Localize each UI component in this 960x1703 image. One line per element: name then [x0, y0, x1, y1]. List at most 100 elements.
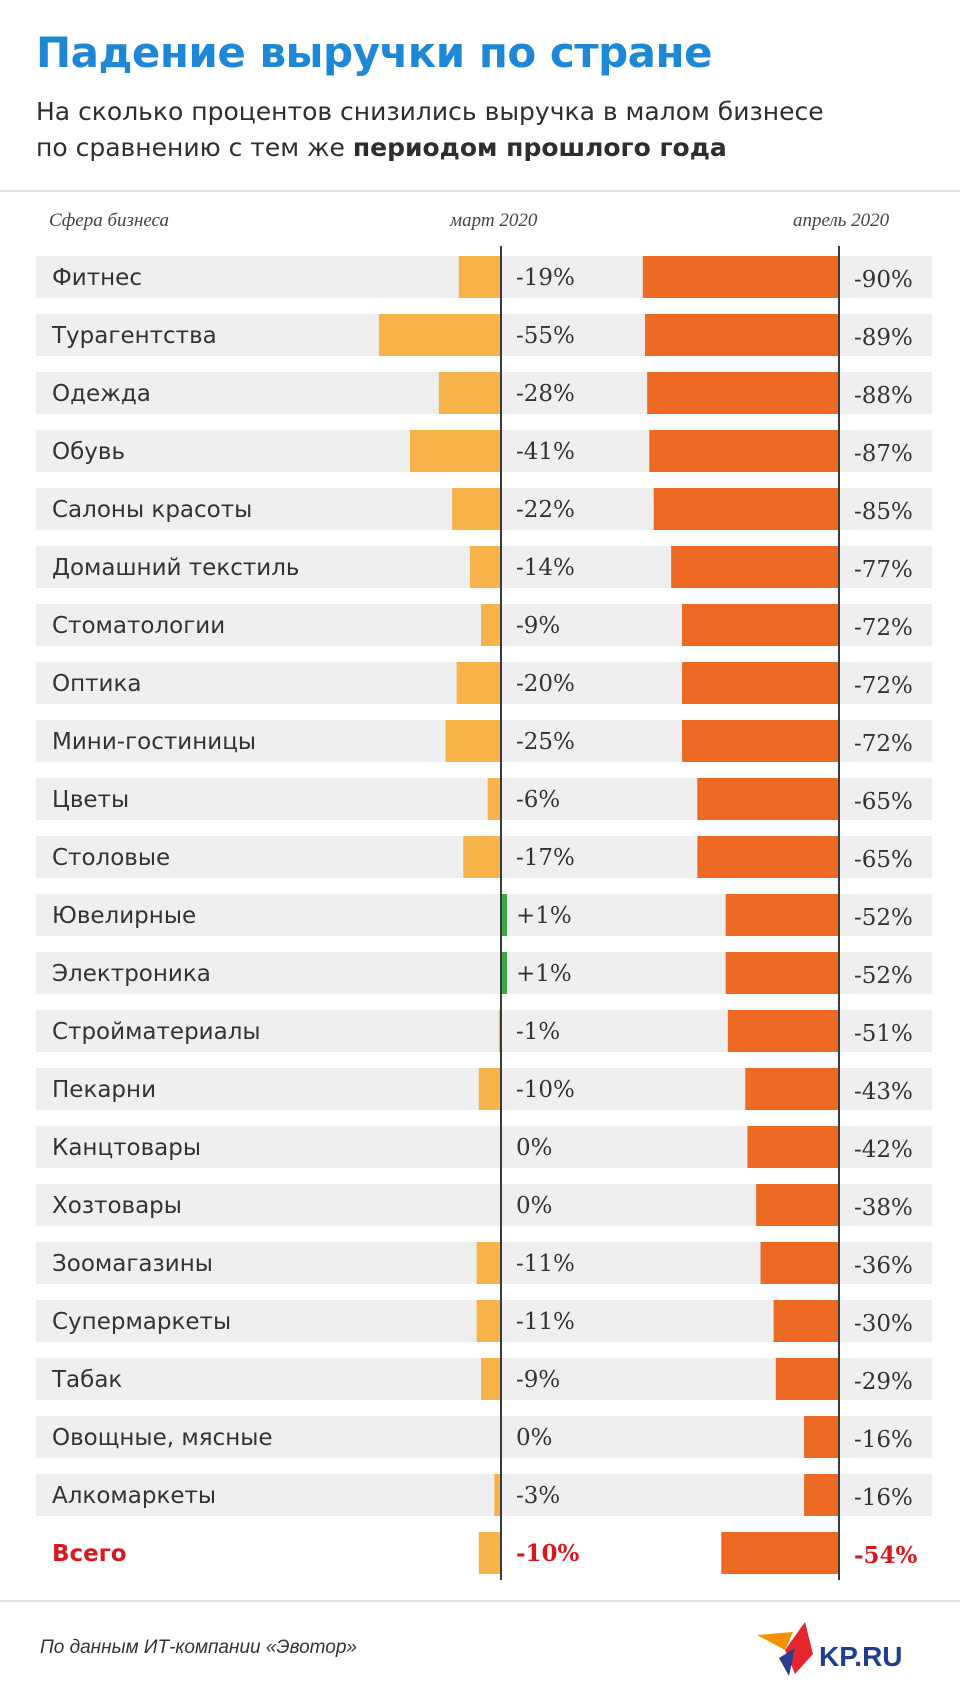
march-bar-positive: [501, 894, 507, 936]
category-label: Оптика: [52, 671, 141, 697]
march-value-label: -17%: [516, 845, 575, 871]
april-value-label: -36%: [854, 1253, 913, 1279]
march-bar: [481, 1358, 501, 1400]
march-bar: [476, 1242, 501, 1284]
march-bar: [456, 662, 501, 704]
april-value-label: -87%: [854, 441, 913, 467]
april-bar: [773, 1300, 839, 1342]
category-label: Стоматологии: [52, 613, 225, 639]
category-label: Алкомаркеты: [52, 1483, 216, 1509]
category-label: Фитнес: [52, 265, 142, 291]
march-bar: [463, 836, 501, 878]
april-value-label: -52%: [854, 905, 913, 931]
march-value-label: -25%: [516, 729, 575, 755]
march-value-label: -28%: [516, 381, 575, 407]
april-bar: [682, 720, 839, 762]
march-value-label: -6%: [516, 787, 560, 813]
subtitle-line1: На сколько процентов снизились выручка в…: [36, 97, 824, 126]
april-bar: [642, 256, 839, 298]
category-label: Домашний текстиль: [52, 555, 299, 581]
march-value-label: -9%: [516, 613, 560, 639]
april-value-label: -30%: [854, 1311, 913, 1337]
category-label: Мини-гостиницы: [52, 729, 256, 755]
march-value-label: -20%: [516, 671, 575, 697]
category-label: Всего: [52, 1541, 127, 1567]
april-value-label: -52%: [854, 963, 913, 989]
april-value-label: -65%: [854, 847, 913, 873]
april-value-label: -77%: [854, 557, 913, 583]
april-bar: [721, 1532, 839, 1574]
chart-title: Падение выручки по стране: [36, 28, 713, 77]
april-value-label: -85%: [854, 499, 913, 525]
category-label: Табак: [51, 1367, 122, 1393]
april-value-label: -42%: [854, 1137, 913, 1163]
april-value-label: -72%: [854, 673, 913, 699]
april-value-label: -65%: [854, 789, 913, 815]
april-value-label: -51%: [854, 1021, 913, 1047]
april-bar: [756, 1184, 839, 1226]
top-divider: [0, 190, 960, 192]
source-note: По данным ИТ-компании «Эвотор»: [40, 1637, 357, 1658]
march-value-label: -3%: [516, 1483, 560, 1509]
row-background: [36, 1416, 932, 1458]
march-value-label: 0%: [516, 1425, 553, 1451]
kp-logo-text: KP.RU: [819, 1641, 903, 1672]
subtitle-line2-bold: периодом прошлого года: [352, 133, 727, 162]
april-bar: [682, 662, 839, 704]
category-label: Хозтовары: [52, 1193, 182, 1219]
category-label: Электроника: [52, 961, 211, 987]
april-value-label: -43%: [854, 1079, 913, 1105]
category-label: Обувь: [52, 439, 125, 465]
bottom-divider: [0, 1600, 960, 1602]
april-bar: [760, 1242, 839, 1284]
march-value-label: +1%: [516, 903, 572, 929]
march-value-label: -10%: [516, 1077, 575, 1103]
april-bar: [649, 430, 839, 472]
april-bar: [644, 314, 839, 356]
march-bar: [498, 1010, 501, 1052]
march-bar: [476, 1300, 501, 1342]
april-bar: [804, 1474, 839, 1516]
april-value-label: -16%: [854, 1427, 913, 1453]
april-bar: [804, 1416, 839, 1458]
march-bar: [469, 546, 501, 588]
april-value-label: -38%: [854, 1195, 913, 1221]
march-value-label: -19%: [516, 265, 575, 291]
april-bar: [725, 952, 839, 994]
april-value-label: -72%: [854, 731, 913, 757]
march-bar: [481, 604, 501, 646]
march-value-label: -11%: [516, 1309, 575, 1335]
march-bar: [487, 778, 501, 820]
april-column-header: апрель 2020: [793, 210, 890, 231]
category-label: Супермаркеты: [52, 1309, 231, 1335]
april-value-label: -29%: [854, 1369, 913, 1395]
april-bar: [697, 836, 839, 878]
april-value-label: -54%: [854, 1542, 918, 1569]
march-bar: [445, 720, 501, 762]
row-background: [36, 1474, 932, 1516]
march-value-label: -41%: [516, 439, 575, 465]
march-bar-positive: [501, 952, 507, 994]
category-label: Столовые: [52, 845, 170, 871]
category-label: Стройматериалы: [52, 1019, 261, 1045]
march-bar: [409, 430, 501, 472]
april-value-label: -72%: [854, 615, 913, 641]
category-label: Турагентства: [51, 323, 217, 349]
march-bar: [438, 372, 501, 414]
april-bar: [727, 1010, 839, 1052]
category-column-header: Сфера бизнеса: [49, 210, 169, 231]
category-label: Салоны красоты: [52, 497, 252, 523]
category-label: Канцтовары: [52, 1135, 201, 1161]
march-value-label: +1%: [516, 961, 572, 987]
march-value-label: -14%: [516, 555, 575, 581]
april-bar: [653, 488, 839, 530]
category-label: Овощные, мясные: [52, 1425, 273, 1451]
march-value-label: -11%: [516, 1251, 575, 1277]
march-bar: [494, 1474, 501, 1516]
category-label: Пекарни: [52, 1077, 156, 1103]
april-bar: [725, 894, 839, 936]
category-label: Цветы: [52, 787, 129, 813]
march-value-label: -1%: [516, 1019, 560, 1045]
category-label: Одежда: [52, 381, 151, 407]
